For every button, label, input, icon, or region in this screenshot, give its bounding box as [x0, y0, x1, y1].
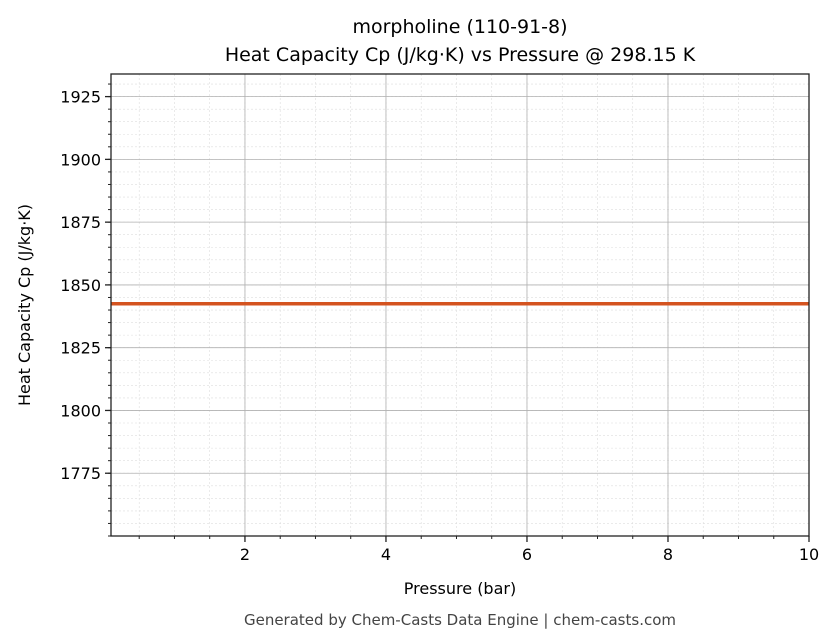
footer-credit: Generated by Chem-Casts Data Engine | ch… [244, 611, 676, 629]
y-axis-label: Heat Capacity Cp (J/kg·K) [15, 204, 34, 406]
plot-frame [110, 73, 810, 537]
x-tick-label: 10 [799, 545, 819, 564]
y-tick-label: 1850 [60, 276, 101, 295]
x-axis-label: Pressure (bar) [404, 579, 516, 598]
y-tick-label: 1900 [60, 150, 101, 169]
y-tick-label: 1800 [60, 401, 101, 420]
x-tick-label: 4 [381, 545, 391, 564]
x-tick-label: 2 [240, 545, 250, 564]
chart-title: morpholine (110-91-8) [352, 16, 567, 38]
y-tick-label: 1825 [60, 339, 101, 358]
y-tick-label: 1925 [60, 88, 101, 107]
y-tick-label: 1775 [60, 464, 101, 483]
chart-subtitle: Heat Capacity Cp (J/kg·K) vs Pressure @ … [225, 44, 696, 66]
x-tick-label: 6 [522, 545, 532, 564]
x-tick-label: 8 [663, 545, 673, 564]
y-tick-label: 1875 [60, 213, 101, 232]
